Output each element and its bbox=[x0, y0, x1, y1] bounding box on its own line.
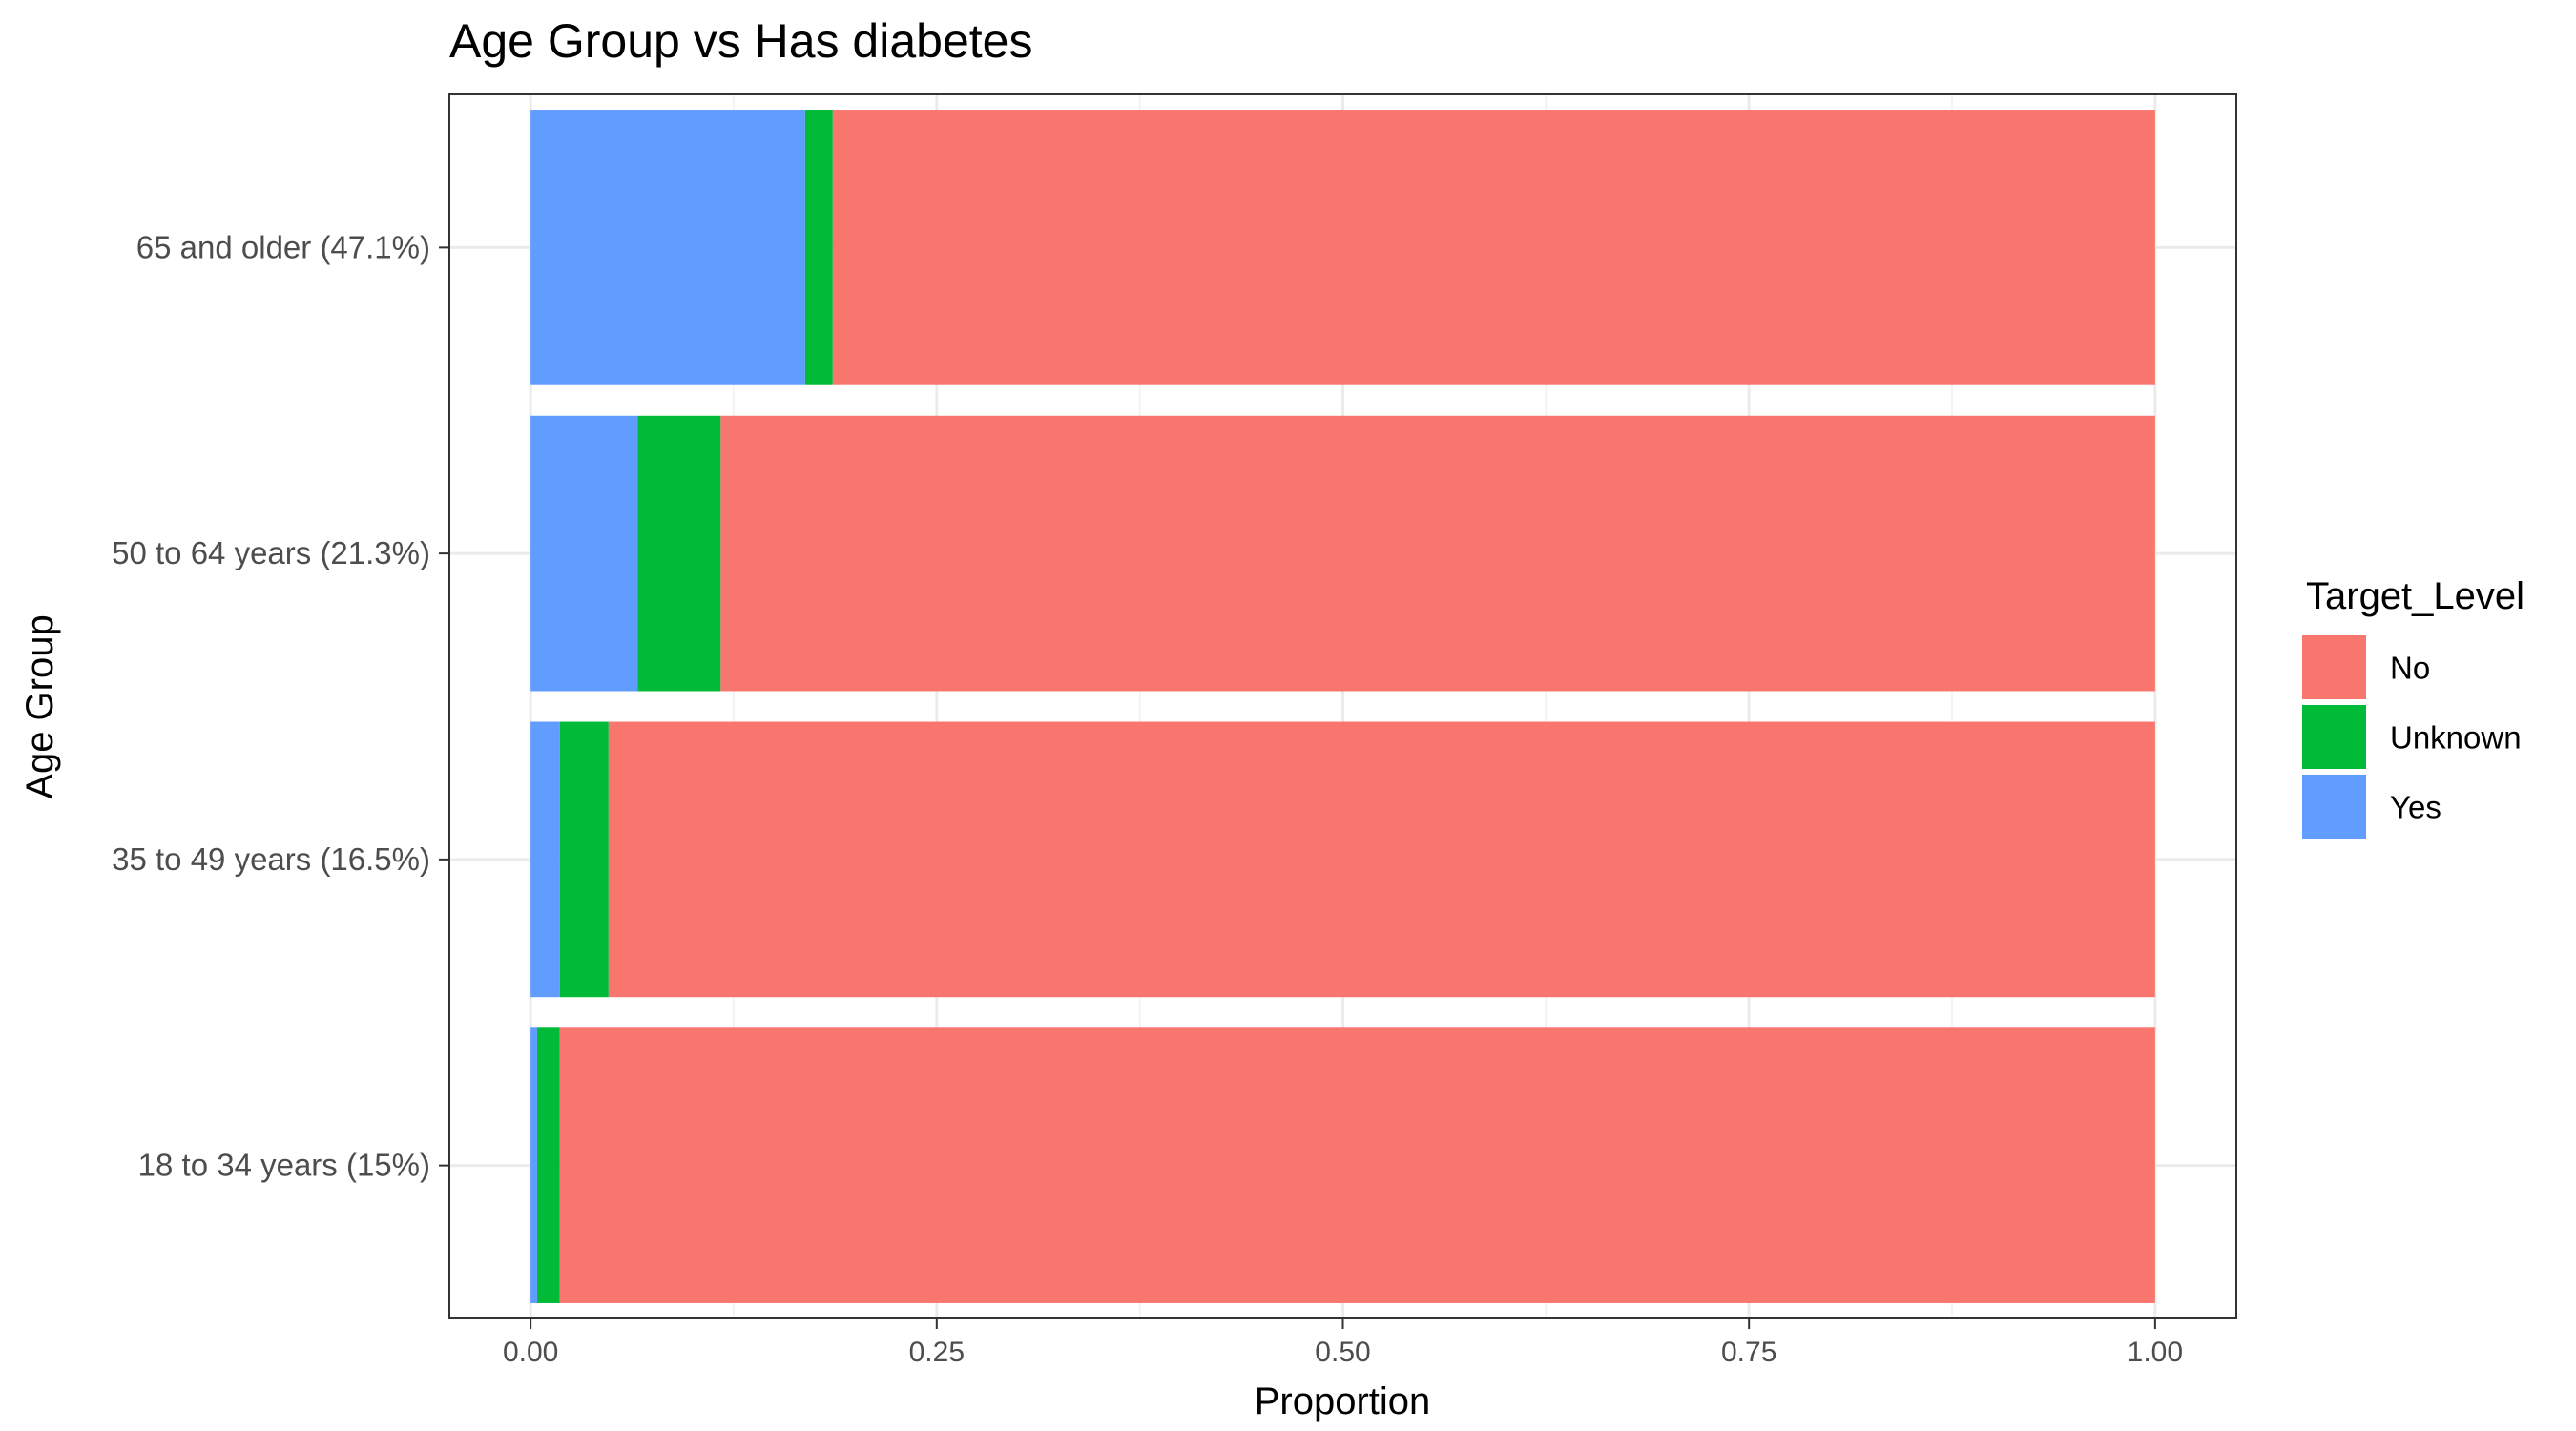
legend-label-no: No bbox=[2390, 651, 2430, 686]
x-tick-label: 0.25 bbox=[909, 1337, 965, 1368]
y-axis-title: Age Group bbox=[19, 614, 61, 798]
bar-yes-4 bbox=[530, 1027, 537, 1303]
legend-key-unknown bbox=[2302, 705, 2366, 769]
bar-no-2 bbox=[720, 415, 2155, 692]
y-tick-label: 65 and older (47.1%) bbox=[136, 229, 430, 264]
legend-key-yes bbox=[2302, 775, 2366, 839]
legend: Target_Level No Unknown Yes bbox=[2302, 575, 2524, 839]
bar-no-1 bbox=[832, 110, 2155, 385]
bar-unknown-2 bbox=[637, 415, 721, 692]
bar-unknown-1 bbox=[804, 110, 833, 385]
bar-yes-3 bbox=[530, 721, 560, 998]
bar-no-3 bbox=[608, 721, 2155, 998]
chart-title: Age Group vs Has diabetes bbox=[449, 14, 1032, 68]
bar-yes-1 bbox=[530, 110, 805, 385]
y-tick-label: 50 to 64 years (21.3%) bbox=[112, 535, 430, 570]
x-axis-title: Proportion bbox=[1255, 1380, 1431, 1422]
legend-key-no bbox=[2302, 635, 2366, 699]
x-tick-label: 0.00 bbox=[503, 1337, 558, 1368]
y-tick-label: 35 to 49 years (16.5%) bbox=[112, 841, 430, 877]
bar-unknown-3 bbox=[559, 721, 609, 998]
x-tick-label: 1.00 bbox=[2128, 1337, 2183, 1368]
bars bbox=[530, 110, 2155, 1303]
bar-no-4 bbox=[559, 1027, 2155, 1303]
y-tick-label: 18 to 34 years (15%) bbox=[138, 1148, 430, 1183]
legend-label-yes: Yes bbox=[2390, 790, 2441, 825]
bar-unknown-4 bbox=[536, 1027, 560, 1303]
x-tick-label: 0.50 bbox=[1315, 1337, 1370, 1368]
x-axis: 0.00 0.25 0.50 0.75 1.00 bbox=[503, 1318, 2183, 1368]
legend-label-unknown: Unknown bbox=[2390, 720, 2522, 756]
x-tick-label: 0.75 bbox=[1721, 1337, 1776, 1368]
legend-title: Target_Level bbox=[2306, 575, 2524, 617]
bar-yes-2 bbox=[530, 415, 638, 692]
y-axis: 65 and older (47.1%) 50 to 64 years (21.3… bbox=[112, 229, 449, 1183]
